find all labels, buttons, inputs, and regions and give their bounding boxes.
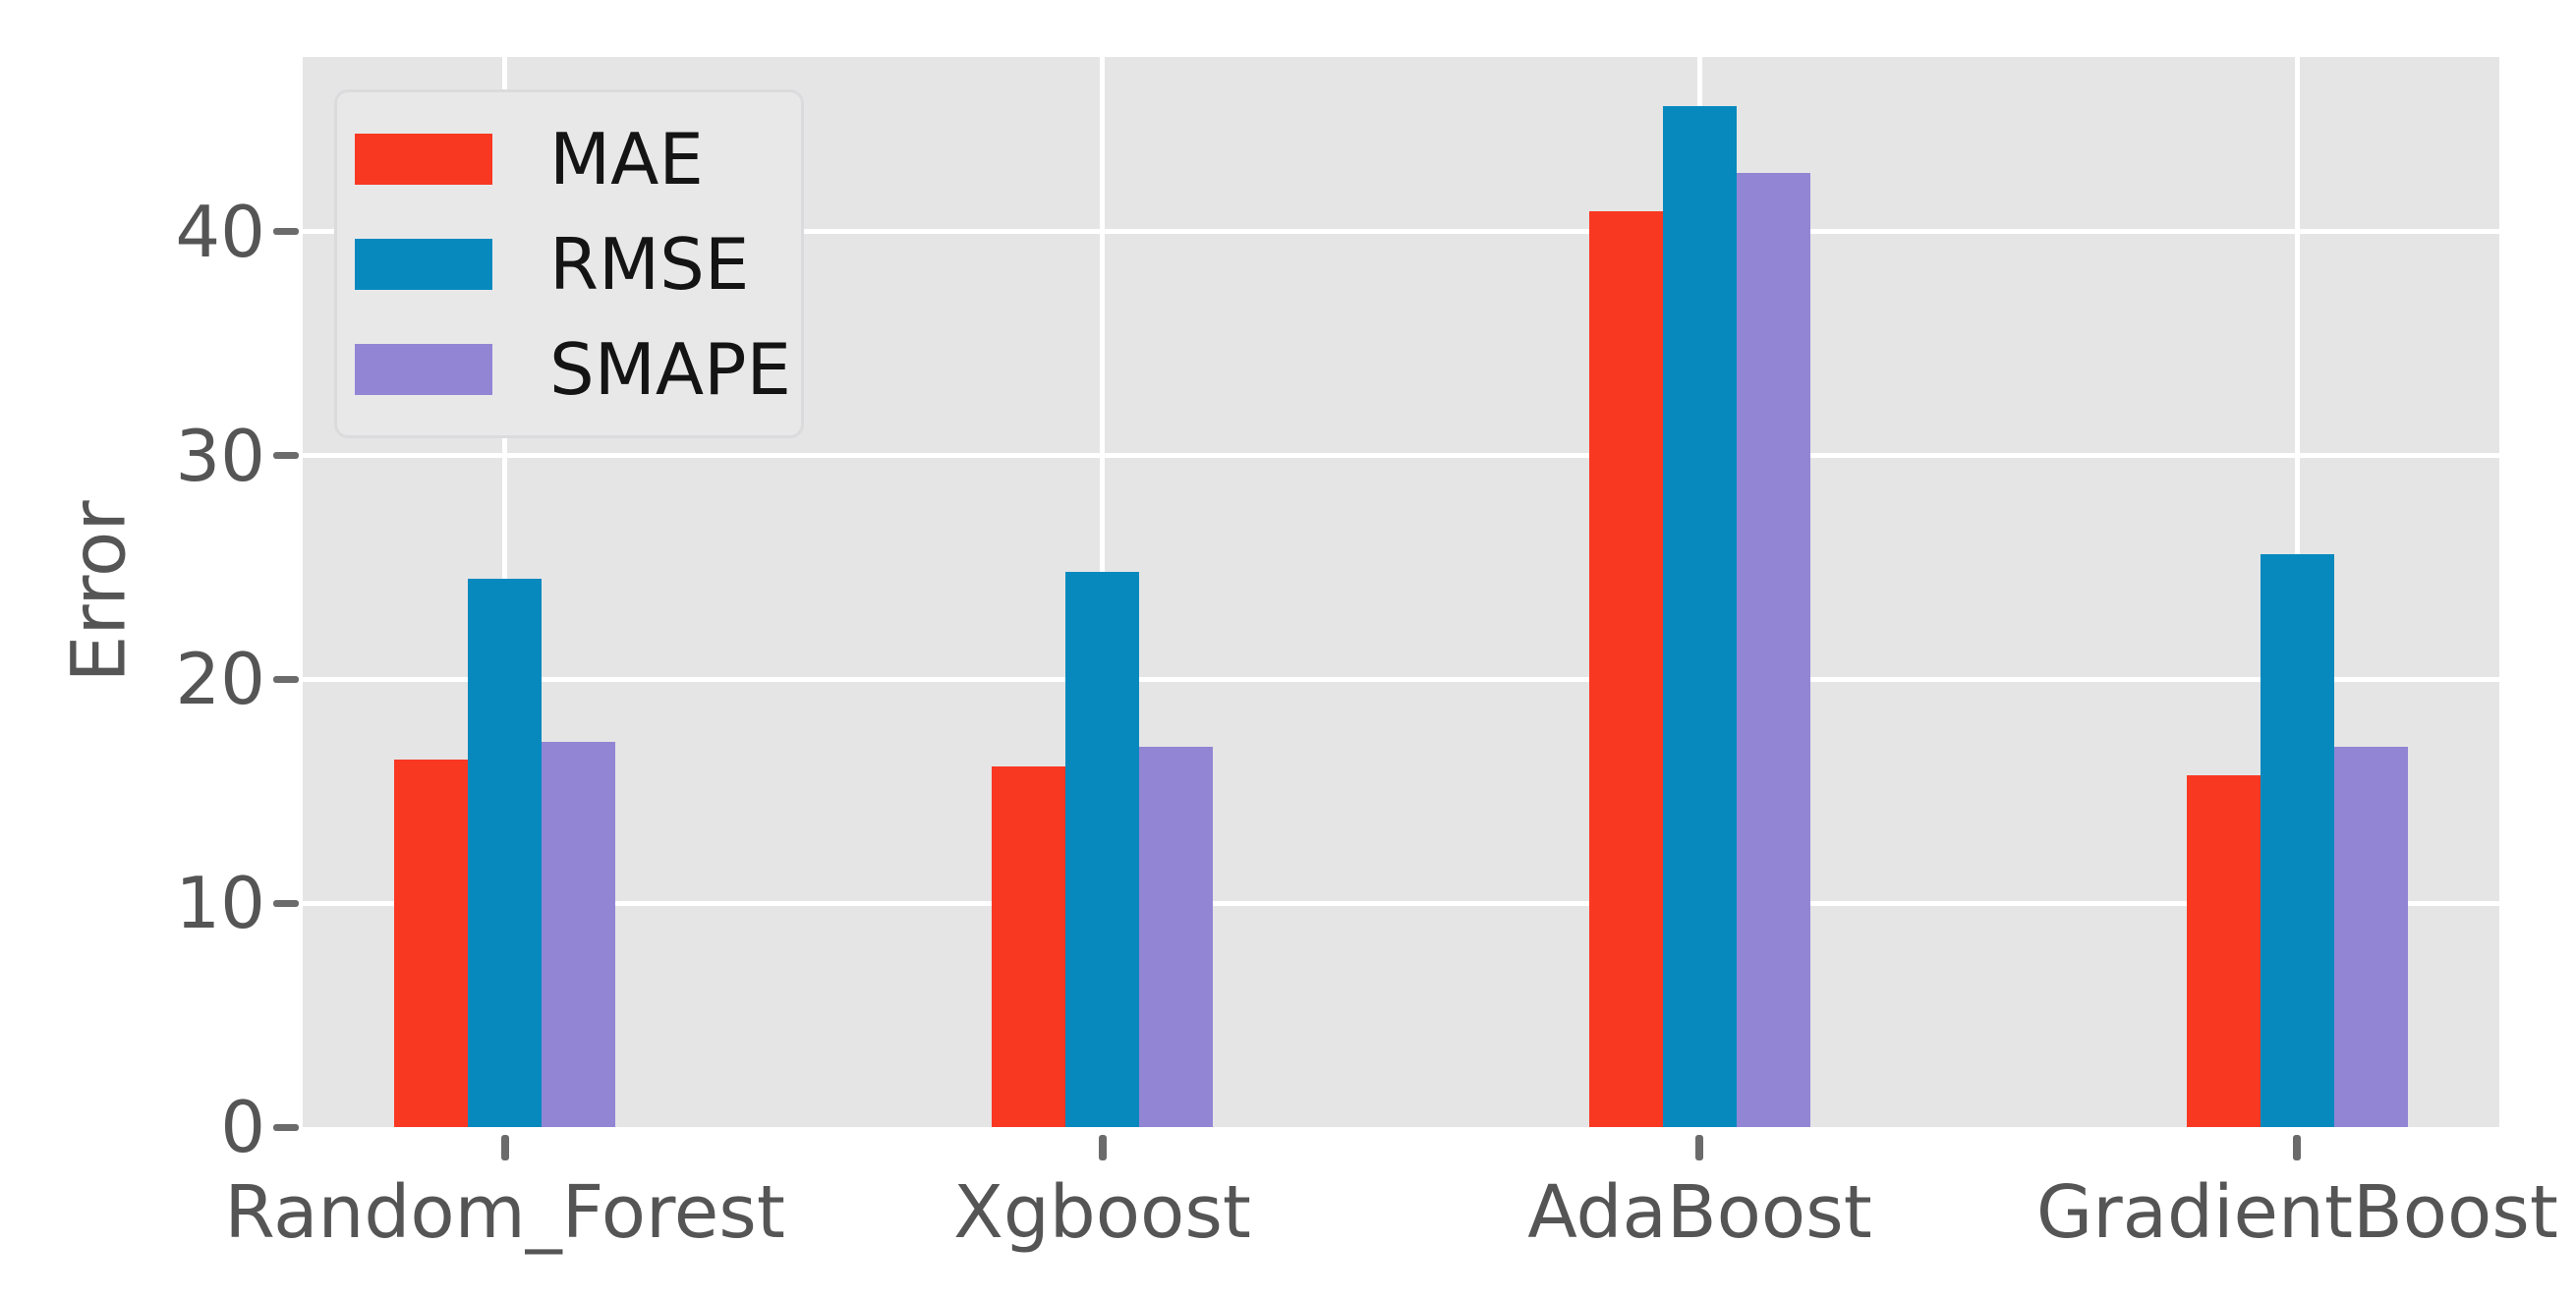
y-tick-mark-0	[273, 1123, 299, 1131]
y-gridline-30	[303, 453, 2499, 459]
bar-Xgboost-MAE	[992, 766, 1066, 1127]
legend-item-MAE: MAE	[337, 106, 801, 211]
x-axis: Random_Forest Xgboost AdaBoost GradientBoos…	[224, 1127, 2558, 1300]
bar-GradientBoost-MAE	[2186, 775, 2261, 1127]
y-tick-label-40: 40	[175, 190, 265, 273]
y-tick-label-20: 20	[175, 638, 265, 721]
y-tick-mark-10	[273, 899, 299, 907]
y-tick-mark-40	[273, 228, 299, 236]
legend-swatch-RMSE	[355, 238, 492, 290]
bar-AdaBoost-SMAPE	[1736, 173, 1810, 1127]
legend: MAE RMSE SMAPE	[334, 89, 804, 438]
y-tick-label-10: 10	[175, 862, 265, 945]
y-gridline-40	[303, 229, 2499, 235]
x-tick-label-Xgboost: Xgboost	[953, 1170, 1251, 1255]
legend-swatch-MAE	[355, 133, 492, 185]
y-tick-label-0: 0	[220, 1086, 265, 1168]
legend-swatch-SMAPE	[355, 343, 492, 395]
x-tick-label-GradientBoost: GradientBoost	[2035, 1170, 2558, 1255]
y-axis: 0 10 20 30 40	[0, 57, 303, 1166]
bar-Xgboost-RMSE	[1065, 572, 1140, 1127]
y-gridline-20	[303, 676, 2499, 682]
y-tick-label-30: 30	[175, 414, 265, 497]
legend-label-RMSE: RMSE	[549, 222, 750, 306]
bar-Random_Forest-MAE	[394, 760, 469, 1127]
bar-AdaBoost-MAE	[1588, 211, 1663, 1127]
bar-Random_Forest-SMAPE	[542, 742, 616, 1127]
legend-label-MAE: MAE	[549, 117, 704, 200]
bar-GradientBoost-SMAPE	[2333, 746, 2408, 1127]
y-tick-mark-30	[273, 452, 299, 460]
y-tick-mark-20	[273, 675, 299, 683]
x-tick-mark-Xgboost	[1098, 1135, 1107, 1160]
x-tick-mark-Random_Forest	[500, 1135, 509, 1160]
x-tick-mark-GradientBoost	[2293, 1135, 2302, 1160]
legend-item-SMAPE: SMAPE	[337, 316, 801, 422]
legend-item-RMSE: RMSE	[337, 211, 801, 316]
bars-layer	[303, 57, 2499, 1127]
y-axis-title: Error	[54, 500, 143, 683]
y-gridline-10	[303, 900, 2499, 906]
x-tick-label-AdaBoost: AdaBoost	[1527, 1170, 1872, 1255]
x-tick-label-Random_Forest: Random_Forest	[224, 1170, 785, 1255]
bar-Random_Forest-RMSE	[468, 578, 543, 1127]
plot-area: MAE RMSE SMAPE	[303, 57, 2499, 1127]
x-tick-mark-AdaBoost	[1695, 1135, 1704, 1160]
legend-label-SMAPE: SMAPE	[549, 327, 791, 411]
bar-GradientBoost-RMSE	[2260, 553, 2334, 1127]
bar-Xgboost-SMAPE	[1139, 746, 1214, 1127]
bar-AdaBoost-RMSE	[1662, 106, 1737, 1127]
